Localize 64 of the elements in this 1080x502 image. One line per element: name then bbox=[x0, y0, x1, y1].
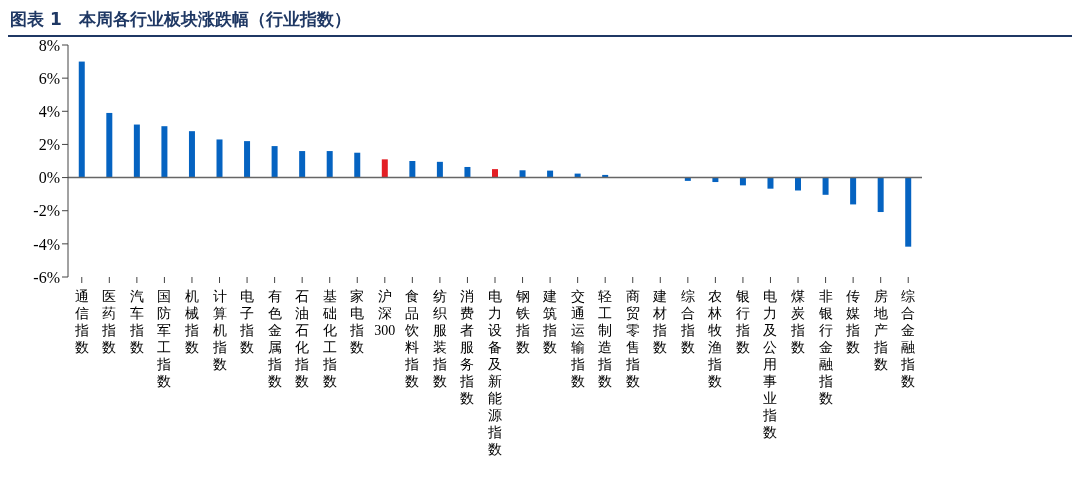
bar bbox=[161, 126, 168, 178]
y-tick-label: -4% bbox=[33, 235, 60, 253]
bar bbox=[850, 177, 857, 205]
category-label: 电力及公用事业指数 bbox=[763, 289, 778, 440]
bar bbox=[905, 177, 912, 247]
x-tick-label: 医药指数 bbox=[101, 289, 117, 355]
x-tick-label: 交通运输指数 bbox=[569, 289, 585, 389]
x-tick-label: 食品饮料指数 bbox=[404, 289, 420, 389]
x-tick-label: 传媒指数 bbox=[845, 289, 861, 355]
x-tick-label: 非银行金融指数 bbox=[817, 289, 833, 406]
x-tick-label: 有色金属指数 bbox=[266, 289, 282, 389]
x-tick-label: 农林牧渔指数 bbox=[707, 289, 723, 389]
x-tick-label: 计算机指数 bbox=[211, 289, 227, 372]
x-tick-label: 纺织服装指数 bbox=[431, 289, 447, 389]
chart-title: 图表 1 本周各行业板块涨跌幅（行业指数） bbox=[8, 8, 1072, 37]
x-tick-label: 汽车指数 bbox=[128, 289, 144, 355]
bar bbox=[491, 169, 498, 178]
x-tick-label: 房地产指数 bbox=[872, 289, 888, 372]
bar bbox=[326, 151, 333, 178]
x-tick-label: 建材指数 bbox=[652, 289, 668, 355]
bar bbox=[767, 177, 774, 189]
x-tick-label: 综合金融指数 bbox=[900, 289, 916, 389]
y-tick-label: -6% bbox=[33, 268, 60, 286]
y-tick-label: 4% bbox=[38, 102, 60, 120]
bar bbox=[464, 166, 471, 178]
y-tick-label: 0% bbox=[38, 169, 60, 187]
bar bbox=[78, 61, 85, 178]
y-tick-label: -2% bbox=[33, 202, 60, 220]
bar bbox=[436, 161, 443, 178]
bar bbox=[106, 112, 113, 178]
bar bbox=[822, 177, 829, 195]
y-tick-label: 6% bbox=[38, 69, 60, 87]
x-tick-label: 沪深300 bbox=[374, 289, 396, 338]
bar bbox=[244, 141, 251, 178]
x-tick-label: 电子指数 bbox=[239, 289, 255, 355]
x-tick-label: 建筑指数 bbox=[542, 289, 558, 355]
x-tick-label: 通信指数 bbox=[73, 289, 89, 355]
x-tick-label: 煤炭指数 bbox=[790, 289, 806, 355]
x-tick-label: 家电指数 bbox=[349, 289, 365, 355]
bar bbox=[409, 161, 416, 178]
bar bbox=[216, 139, 223, 178]
bar bbox=[519, 170, 526, 178]
bar bbox=[271, 146, 278, 178]
bar bbox=[381, 159, 388, 178]
x-tick-label: 钢铁指数 bbox=[514, 289, 530, 355]
x-tick-label: 银行指数 bbox=[734, 289, 750, 355]
x-tick-label: 消费者服务指数 bbox=[459, 289, 475, 406]
bar bbox=[795, 177, 802, 191]
x-tick-label: 综合指数 bbox=[679, 289, 695, 355]
y-tick-label: 8% bbox=[38, 36, 60, 54]
bar bbox=[133, 124, 140, 178]
x-tick-label: 基础化工指数 bbox=[321, 289, 337, 389]
bar bbox=[684, 177, 691, 181]
x-tick-label: 机械指数 bbox=[183, 289, 199, 355]
x-tick-label: 石油石化指数 bbox=[294, 289, 310, 389]
bar bbox=[354, 152, 361, 178]
x-tick-label: 轻工制造指数 bbox=[597, 289, 613, 389]
category-label: 电力设备及新能源指数 bbox=[488, 289, 502, 457]
x-tick-label: 国防军工指数 bbox=[156, 289, 172, 389]
bar bbox=[188, 131, 195, 178]
bar bbox=[877, 177, 884, 213]
y-tick-label: 2% bbox=[38, 136, 60, 154]
x-tick-label: 商贸零售指数 bbox=[624, 289, 640, 389]
bar bbox=[299, 151, 306, 178]
